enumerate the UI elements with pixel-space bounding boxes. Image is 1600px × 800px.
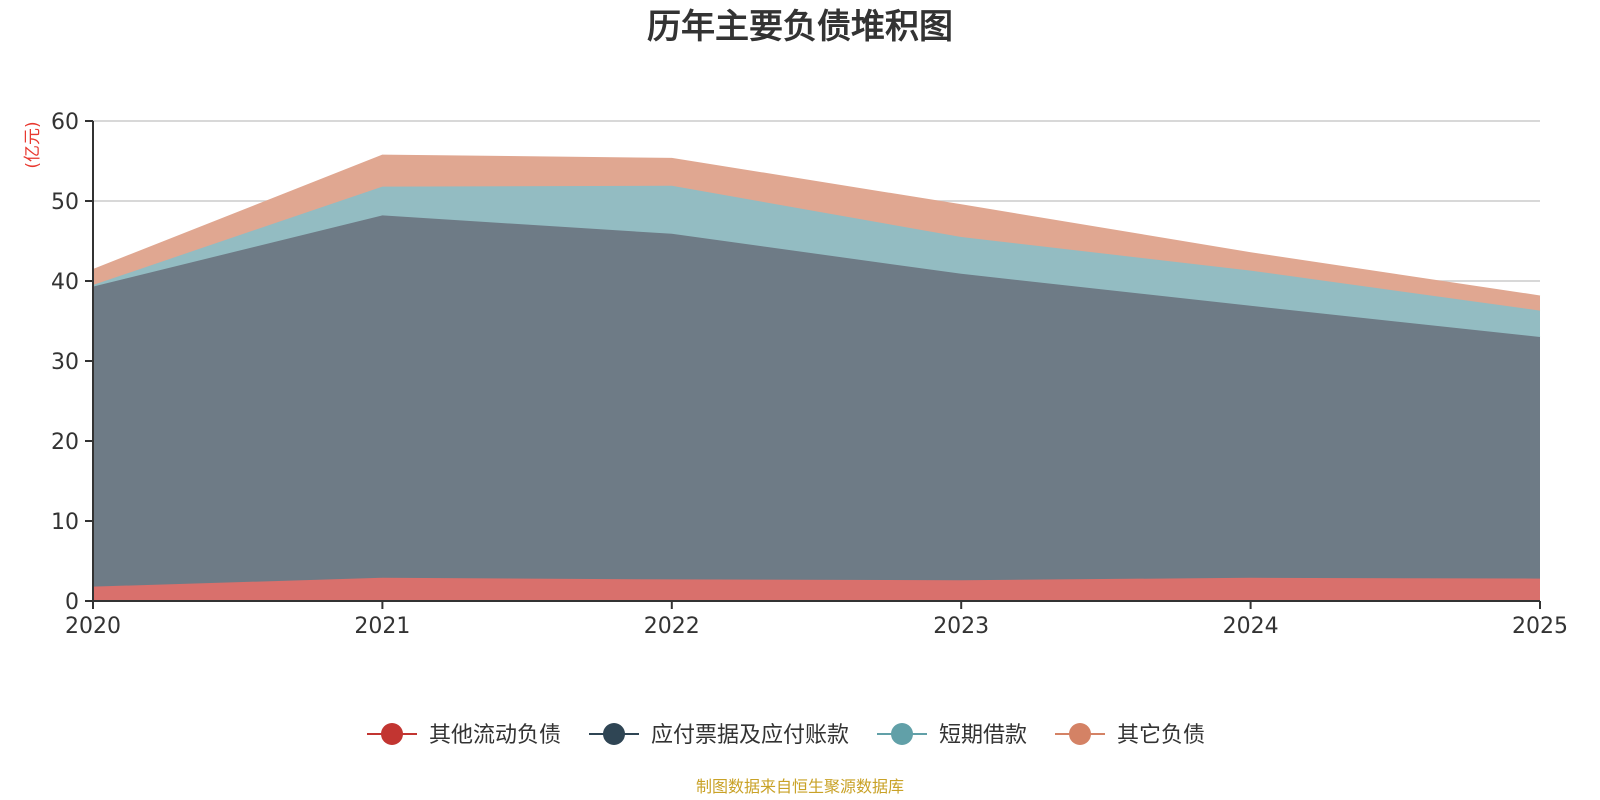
legend-item-2[interactable]: 短期借款 xyxy=(877,723,1027,748)
legend-label-3: 其它负债 xyxy=(1117,723,1205,748)
legend-item-3[interactable]: 其它负债 xyxy=(1055,723,1205,748)
x-tick-label-2021: 2021 xyxy=(354,614,410,639)
legend-label-1: 应付票据及应付账款 xyxy=(651,723,849,748)
legend-label-2: 短期借款 xyxy=(939,723,1027,748)
y-tick-label-20: 20 xyxy=(51,430,79,455)
area-series-0 xyxy=(93,577,1540,601)
legend-marker-1 xyxy=(603,723,625,745)
y-tick-label-10: 10 xyxy=(51,510,79,535)
legend-label-0: 其他流动负债 xyxy=(429,723,561,748)
y-tick-label-50: 50 xyxy=(51,190,79,215)
x-tick-label-2023: 2023 xyxy=(933,614,989,639)
area-series-line-3 xyxy=(92,154,1541,297)
axes: 0 10 20 30 40 50 60 2020 2021 2022 2023 2024 2025 xyxy=(51,110,1568,639)
area-series-1 xyxy=(93,215,1540,587)
legend-item-1[interactable]: 应付票据及应付账款 xyxy=(589,723,849,748)
legend-marker-2 xyxy=(891,723,913,745)
area-series-3 xyxy=(93,155,1540,311)
area-series-2 xyxy=(93,185,1540,337)
x-tick-label-2020: 2020 xyxy=(65,614,121,639)
legend-item-0[interactable]: 其他流动负债 xyxy=(367,723,561,748)
y-tick-label-40: 40 xyxy=(51,270,79,295)
area-series-group xyxy=(92,154,1541,601)
legend-marker-3 xyxy=(1069,723,1091,745)
legend: 其他流动负债 应付票据及应付账款 短期借款 其它负债 xyxy=(367,723,1205,748)
x-tick-label-2024: 2024 xyxy=(1223,614,1279,639)
y-axis-unit-label: (亿元) xyxy=(23,121,43,168)
legend-marker-0 xyxy=(381,723,403,745)
x-tick-label-2025: 2025 xyxy=(1512,614,1568,639)
x-tick-label-2022: 2022 xyxy=(644,614,700,639)
chart-title: 历年主要负债堆积图 xyxy=(647,7,953,47)
y-tick-label-0: 0 xyxy=(65,590,79,615)
y-tick-label-30: 30 xyxy=(51,350,79,375)
y-tick-label-60: 60 xyxy=(51,110,79,135)
data-source-note: 制图数据来自恒生聚源数据库 xyxy=(696,777,904,796)
